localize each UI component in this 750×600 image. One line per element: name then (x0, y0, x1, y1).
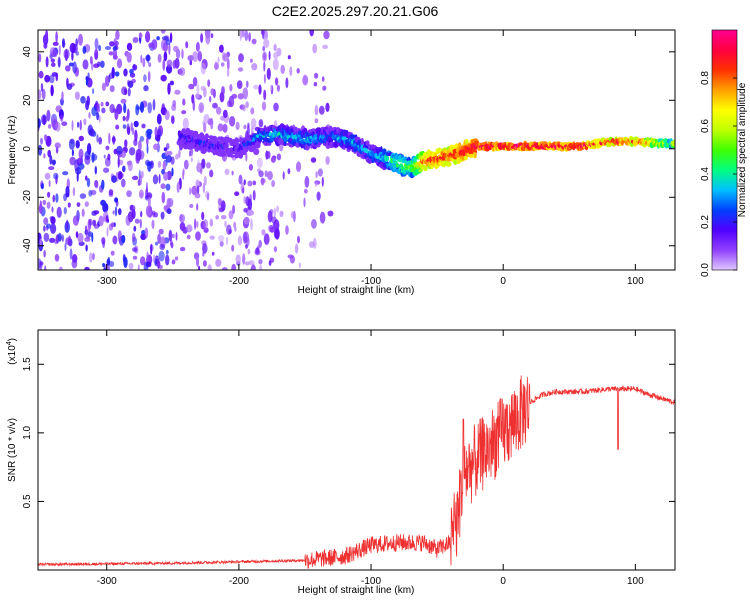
snr-y-tick-label: 1.0 (22, 425, 33, 439)
spectrogram-y-tick-label: -20 (22, 190, 33, 205)
snr-x-axis: -300 -200 -100 0 100 (97, 330, 644, 587)
svg-text:(x104): (x104) (6, 338, 18, 365)
snr-x-tick-label: 0 (500, 576, 506, 587)
colorbar-tick-label: 0.4 (700, 167, 711, 181)
colorbar-tick-label: 0.2 (700, 215, 711, 229)
spectrogram-image (38, 30, 675, 270)
snr-x-tick-label: -200 (229, 576, 249, 587)
snr-y-tick-label: 0.5 (22, 494, 33, 508)
spectrogram-x-axis: -300 -200 -100 0 100 (97, 30, 644, 287)
spectrogram-y-axis: -40 -20 0 20 40 (22, 46, 675, 253)
colorbar-label: Normalized spectral amplitude (737, 82, 748, 217)
snr-frame (37, 329, 676, 571)
colorbar-tick-label: 0.6 (700, 119, 711, 133)
snr-y-axis: 0.5 1.0 1.5 (22, 357, 675, 508)
spectrogram-x-tick-label: -200 (229, 276, 249, 287)
spectrogram-x-tick-label: 100 (627, 276, 644, 287)
spectrogram-y-label: Frequency (Hz) (7, 116, 18, 185)
colorbar-tick-label: 0.8 (700, 71, 711, 85)
snr-series-line (38, 375, 675, 569)
spectrogram-y-tick-label: 0 (22, 146, 33, 152)
snr-y-tick-label: 1.5 (22, 357, 33, 371)
colorbar-tick-label: 0.0 (700, 263, 711, 277)
spectrogram-y-tick-label: 40 (22, 46, 33, 58)
spectrogram-x-label: Height of straight line (km) (298, 285, 415, 296)
colorbar: 0.0 0.2 0.4 0.6 0.8 Normalized spectral ampl… (700, 29, 748, 277)
figure-title: C2E2.2025.297.20.21.G06 (272, 3, 439, 19)
colorbar-frame (711, 29, 738, 271)
snr-x-tick-label: -300 (97, 576, 117, 587)
spectrogram-y-tick-label: 20 (22, 94, 33, 106)
snr-x-tick-label: -100 (361, 576, 381, 587)
spectrogram-x-tick-label: 0 (500, 276, 506, 287)
spectrogram-x-tick-label: -100 (361, 276, 381, 287)
snr-x-tick-label: 100 (627, 576, 644, 587)
snr-x-label: Height of straight line (km) (298, 585, 415, 596)
spectrogram-y-tick-label: -40 (22, 238, 33, 253)
snr-y-scale-base: (x10 (7, 345, 18, 365)
spectrogram-x-tick-label: -300 (97, 276, 117, 287)
snr-plot-area (38, 375, 675, 569)
snr-y-scale: (x104) (6, 338, 18, 365)
colorbar-gradient (712, 30, 737, 270)
snr-y-label: SNR (10 * v/v) (7, 418, 18, 482)
spectrogram-frame (37, 29, 676, 271)
snr-y-scale-exp: 4 (6, 341, 13, 345)
colorbar-ticks: 0.0 0.2 0.4 0.6 0.8 (700, 71, 737, 277)
snr-panel: -300 -200 -100 0 100 0.5 1.0 1.5 Height of str… (6, 329, 676, 596)
